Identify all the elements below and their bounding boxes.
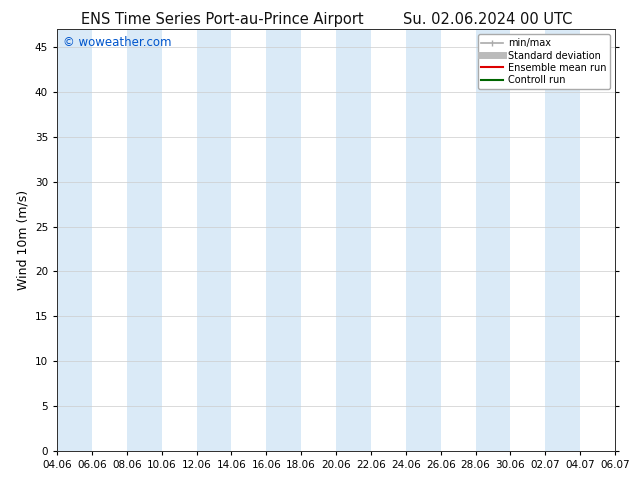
Bar: [57, 29, 92, 451]
Legend: min/max, Standard deviation, Ensemble mean run, Controll run: min/max, Standard deviation, Ensemble me…: [477, 34, 610, 89]
Text: Su. 02.06.2024 00 UTC: Su. 02.06.2024 00 UTC: [403, 12, 573, 27]
Bar: [545, 29, 580, 451]
Bar: [406, 29, 441, 451]
Bar: [127, 29, 162, 451]
Bar: [197, 29, 231, 451]
Bar: [476, 29, 510, 451]
Y-axis label: Wind 10m (m/s): Wind 10m (m/s): [16, 190, 29, 290]
Text: © woweather.com: © woweather.com: [63, 36, 171, 49]
Bar: [336, 29, 371, 451]
Text: ENS Time Series Port-au-Prince Airport: ENS Time Series Port-au-Prince Airport: [81, 12, 363, 27]
Bar: [266, 29, 301, 451]
